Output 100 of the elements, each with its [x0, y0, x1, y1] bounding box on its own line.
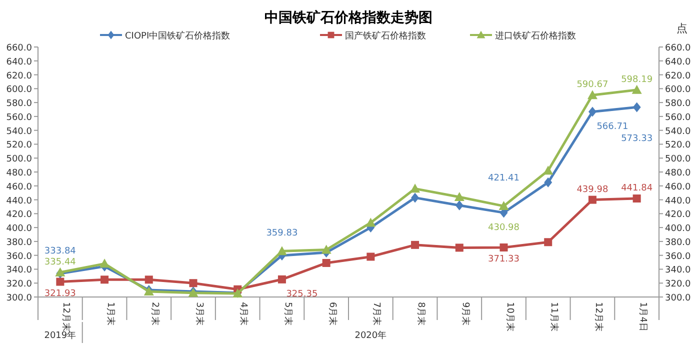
x-tick-label: 8月末	[416, 302, 427, 326]
x-tick-label: 11月末	[548, 302, 560, 332]
x-tick-label: 9月末	[460, 302, 471, 326]
y-tick-label: 340.0	[6, 266, 32, 276]
point	[366, 252, 375, 261]
y2-tick-label: 500.0	[665, 154, 692, 165]
point	[588, 196, 596, 204]
x-tick-label: 10月末	[504, 302, 516, 332]
point	[544, 238, 552, 246]
y2-tick-label: 440.0	[665, 196, 692, 206]
y-tick-label: 360.0	[6, 252, 32, 262]
x-tick-label: 1月4日	[637, 302, 648, 332]
y-tick-label: 320.0	[6, 280, 32, 290]
y-tick-label: 460.0	[6, 182, 32, 192]
point	[543, 166, 554, 175]
y-tick-label: 640.0	[6, 57, 32, 68]
y2-tick-label: 420.0	[665, 210, 692, 220]
y-tick-label: 380.0	[6, 238, 32, 248]
y2-tick-label: 620.0	[665, 71, 692, 82]
y-tick-label: 560.0	[6, 112, 32, 123]
y-tick-label: 660.0	[6, 44, 32, 54]
point	[56, 278, 64, 286]
point	[500, 243, 508, 252]
y-tick-label: 540.0	[6, 126, 32, 137]
x-tick-label: 7月末	[371, 302, 382, 326]
point	[100, 276, 109, 284]
y-tick-label: 500.0	[6, 154, 32, 165]
point	[144, 276, 153, 284]
x-tick-label: 4月末	[238, 302, 250, 326]
data-label: 321.93	[44, 288, 76, 299]
y2-tick-label: 600.0	[665, 85, 692, 96]
legend-label: 国产铁矿石价格指数	[345, 30, 426, 42]
data-label: 335.44	[44, 257, 76, 268]
y2-tick-label: 320.0	[665, 280, 692, 290]
data-label: 590.67	[576, 80, 608, 90]
point	[587, 90, 598, 100]
data-label: 566.71	[596, 122, 628, 132]
y2-tick-label: 300.0	[665, 294, 692, 304]
y-tick-label: 440.0	[6, 196, 32, 206]
y2-tick-label: 340.0	[665, 266, 692, 276]
point	[455, 200, 464, 210]
point	[100, 258, 110, 268]
y-tick-label: 400.0	[6, 224, 32, 234]
text: 2020年	[354, 330, 387, 341]
data-label: 441.84	[621, 184, 653, 194]
point	[411, 192, 420, 203]
point	[321, 244, 332, 254]
y-tick-label: 620.0	[6, 71, 32, 82]
y-tick-label: 520.0	[6, 140, 32, 151]
y-tick-label: 580.0	[6, 99, 32, 110]
data-label: 333.84	[44, 246, 76, 256]
text: 2019年	[44, 330, 76, 341]
data-label: 598.19	[621, 74, 653, 85]
y2-tick-label: 580.0	[665, 99, 692, 110]
point	[189, 279, 198, 288]
y-tick-label: 300.0	[6, 294, 32, 304]
legend-label: 进口铁矿石价格指数	[495, 30, 576, 42]
point	[410, 184, 420, 193]
data-label: 359.83	[266, 228, 298, 238]
y2-tick-label: 660.0	[665, 44, 692, 54]
y2-tick-label: 460.0	[665, 182, 692, 192]
y2-tick-label: 540.0	[665, 126, 692, 137]
x-tick-label: 2月末	[149, 302, 160, 326]
point	[632, 84, 642, 94]
data-label: 430.98	[488, 223, 520, 234]
point	[276, 246, 287, 256]
x-tick-label: 6月末	[326, 302, 338, 326]
y2-tick-label: 520.0	[665, 140, 692, 151]
y2-tick-label: 640.0	[665, 57, 692, 68]
chart-title: 中国铁矿石价格指数走势图	[264, 9, 432, 26]
x-tick-label: 5月末	[282, 302, 294, 326]
point	[278, 275, 286, 284]
legend-label: CIOPI中国铁矿石价格指数	[125, 30, 230, 42]
x-tick-label: 1月末	[105, 302, 116, 326]
point	[366, 218, 376, 227]
y2-tick-label: 480.0	[665, 168, 692, 178]
data-label: 439.98	[576, 184, 608, 195]
point	[322, 258, 330, 267]
y2-tick-label: 400.0	[665, 224, 692, 234]
point	[498, 201, 509, 210]
point	[632, 102, 641, 112]
y-tick-label: 600.0	[6, 85, 32, 96]
point	[455, 244, 464, 252]
y2-tick-label: 360.0	[665, 252, 692, 262]
data-label: 371.33	[488, 254, 520, 264]
x-tick-label: 12月末	[60, 302, 72, 332]
point	[588, 106, 596, 117]
y2-tick-label: 560.0	[665, 112, 692, 123]
point	[411, 240, 420, 249]
point	[632, 194, 641, 202]
x-tick-label: 3月末	[194, 302, 205, 326]
point	[544, 177, 552, 188]
y-tick-label: 420.0	[6, 210, 32, 220]
point	[454, 192, 464, 201]
y-tick-label: 480.0	[6, 168, 32, 178]
data-label: 421.41	[488, 174, 520, 184]
y2-tick-label: 380.0	[665, 238, 692, 248]
y2-axis-title: 点	[676, 22, 688, 35]
data-label: 573.33	[621, 134, 653, 144]
x-tick-label: 12月末	[592, 302, 604, 332]
